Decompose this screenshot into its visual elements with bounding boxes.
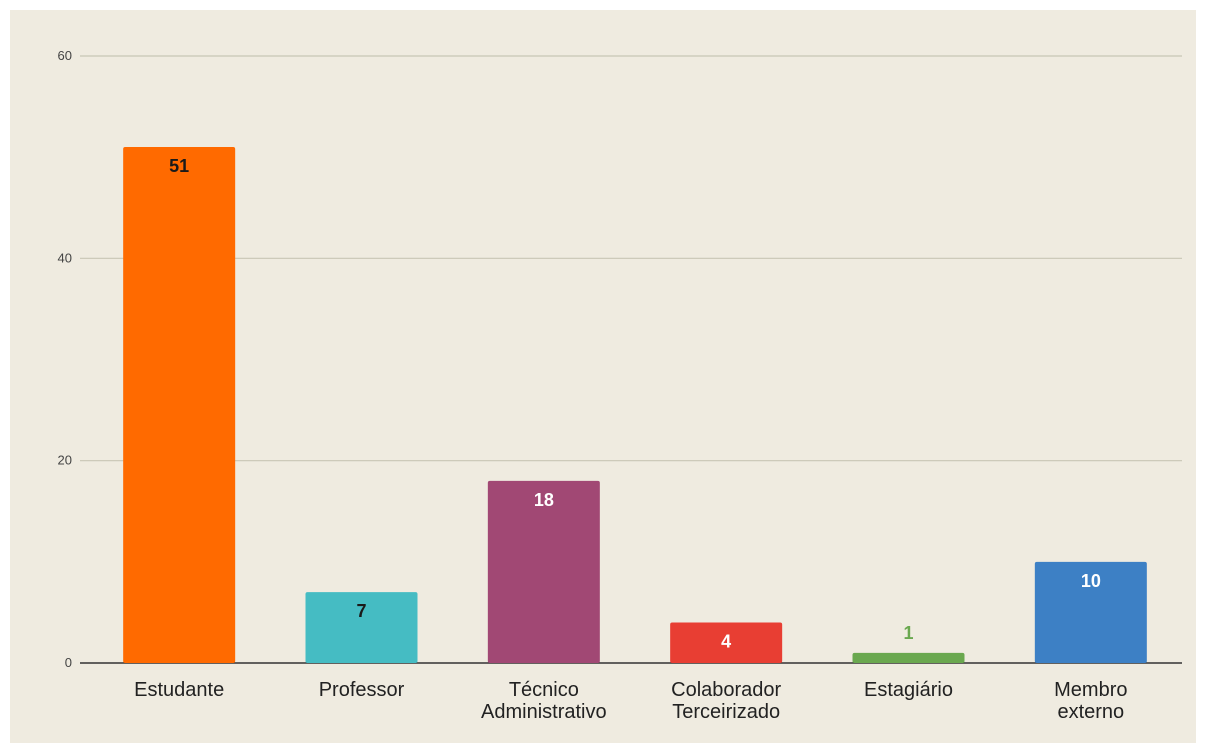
bar-0 — [123, 147, 236, 664]
data-label-4: 1 — [903, 623, 913, 643]
data-label-0: 51 — [169, 156, 189, 176]
bar-2 — [487, 480, 600, 663]
data-label-2: 18 — [534, 490, 554, 510]
data-label-5: 10 — [1081, 571, 1101, 591]
bar-3 — [670, 622, 783, 663]
x-category-label-2: Técnico Administrativo — [481, 679, 607, 723]
bar-4 — [852, 652, 965, 663]
bar-5 — [1034, 561, 1147, 663]
y-tick-label-0: 0 — [65, 655, 72, 670]
x-category-label-0: Estudante — [134, 679, 224, 701]
y-tick-label-20: 20 — [58, 453, 72, 468]
x-category-label-3: Colaborador Terceirizado — [671, 679, 781, 723]
y-tick-label-40: 40 — [58, 250, 72, 265]
y-tick-label-60: 60 — [58, 48, 72, 63]
data-label-1: 7 — [356, 601, 366, 621]
data-label-3: 4 — [721, 632, 731, 652]
bar-1 — [305, 592, 418, 663]
x-category-label-1: Professor — [319, 679, 405, 701]
x-category-label-5: Membro externo — [1054, 679, 1127, 723]
x-category-label-4: Estagiário — [864, 679, 953, 701]
